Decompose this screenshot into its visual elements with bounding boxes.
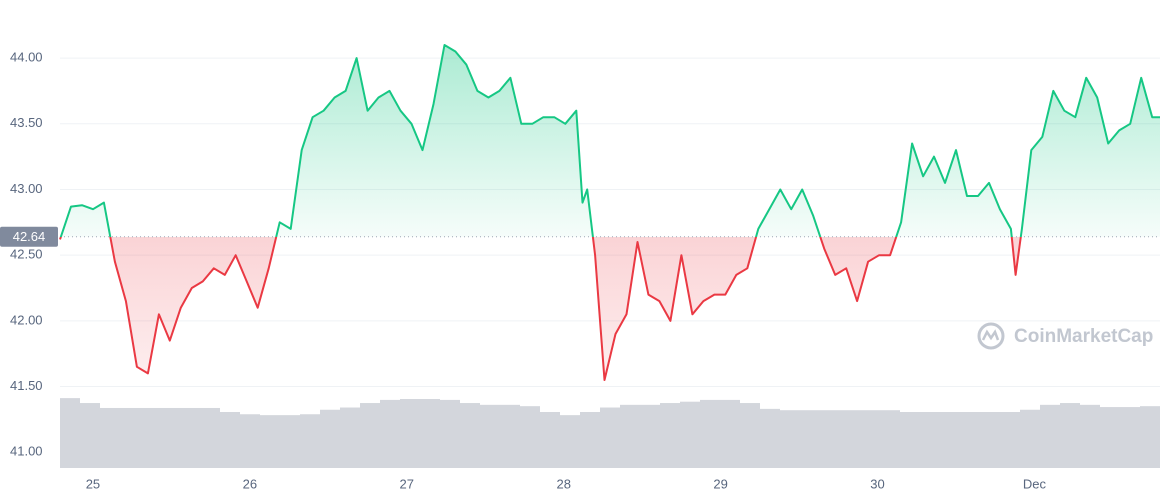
volume-bar	[940, 412, 960, 468]
volume-bar	[280, 415, 300, 468]
volume-bar	[400, 399, 420, 468]
volume-bar	[1120, 407, 1140, 468]
x-tick-label: 25	[86, 476, 100, 491]
x-tick-label: Dec	[1023, 476, 1047, 491]
volume-bar	[200, 407, 220, 468]
volume-bar	[660, 403, 680, 468]
volume-bar	[720, 399, 740, 468]
watermark: CoinMarketCap	[977, 322, 1153, 350]
volume-bar	[700, 399, 720, 468]
volume-bar	[860, 410, 880, 468]
volume-bar	[900, 412, 920, 468]
volume-bar	[560, 415, 580, 468]
volume-bar	[1140, 406, 1160, 468]
y-tick-label: 44.00	[10, 50, 43, 65]
volume-bar	[220, 412, 240, 468]
y-tick-label: 43.00	[10, 181, 43, 196]
x-tick-label: 26	[243, 476, 257, 491]
volume-bar	[960, 412, 980, 468]
volume-bar	[240, 414, 260, 468]
volume-bar	[160, 407, 180, 468]
volume-bar	[140, 407, 160, 468]
volume-bar	[420, 399, 440, 468]
price-area	[60, 45, 1160, 380]
volume-bar	[460, 403, 480, 468]
volume-bar	[920, 412, 940, 468]
volume-bar	[820, 410, 840, 468]
y-tick-label: 42.00	[10, 312, 43, 327]
volume-bar	[1020, 409, 1040, 468]
volume-bar	[380, 399, 400, 468]
y-tick-label: 42.50	[10, 247, 43, 262]
volume-bar	[1060, 403, 1080, 468]
x-tick-label: 30	[870, 476, 884, 491]
volume-bar	[300, 414, 320, 468]
volume-bar	[1080, 404, 1100, 468]
volume-bar	[360, 403, 380, 468]
x-tick-label: 27	[400, 476, 414, 491]
volume-bar	[320, 409, 340, 468]
y-tick-label: 43.50	[10, 115, 43, 130]
volume-bar	[680, 401, 700, 468]
volume-bar	[600, 407, 620, 468]
volume-bar	[620, 404, 640, 468]
volume-bar	[340, 407, 360, 468]
volume-bar	[640, 404, 660, 468]
volume-bar	[80, 403, 100, 468]
volume-bar	[760, 408, 780, 468]
volume-bar	[580, 412, 600, 468]
volume-bar	[120, 407, 140, 468]
x-tick-label: 28	[556, 476, 570, 491]
volume-bar	[100, 407, 120, 468]
volume-bar	[440, 399, 460, 468]
x-tick-label: 29	[713, 476, 727, 491]
volume-bar	[840, 410, 860, 468]
volume-bar	[780, 410, 800, 468]
volume-bar	[60, 398, 80, 468]
volume-bar	[740, 403, 760, 468]
watermark-text: CoinMarketCap	[1014, 326, 1153, 347]
volume-bar	[540, 412, 560, 468]
volume-bar	[1100, 407, 1120, 468]
y-tick-label: 41.00	[10, 444, 43, 459]
volume-bar	[520, 406, 540, 468]
price-line	[59, 44, 1160, 381]
volume-bar	[480, 404, 500, 468]
y-tick-label: 41.50	[10, 378, 43, 393]
volume-bar	[980, 412, 1000, 468]
baseline-label-box	[0, 226, 58, 247]
volume-bar	[1000, 412, 1020, 468]
volume-bar	[500, 404, 520, 468]
volume-bar	[880, 410, 900, 468]
volume-bar	[260, 415, 280, 468]
baseline-label: 42.64	[13, 229, 46, 244]
volume-bar	[180, 407, 200, 468]
volume-bar	[1040, 404, 1060, 468]
volume-bar	[800, 410, 820, 468]
